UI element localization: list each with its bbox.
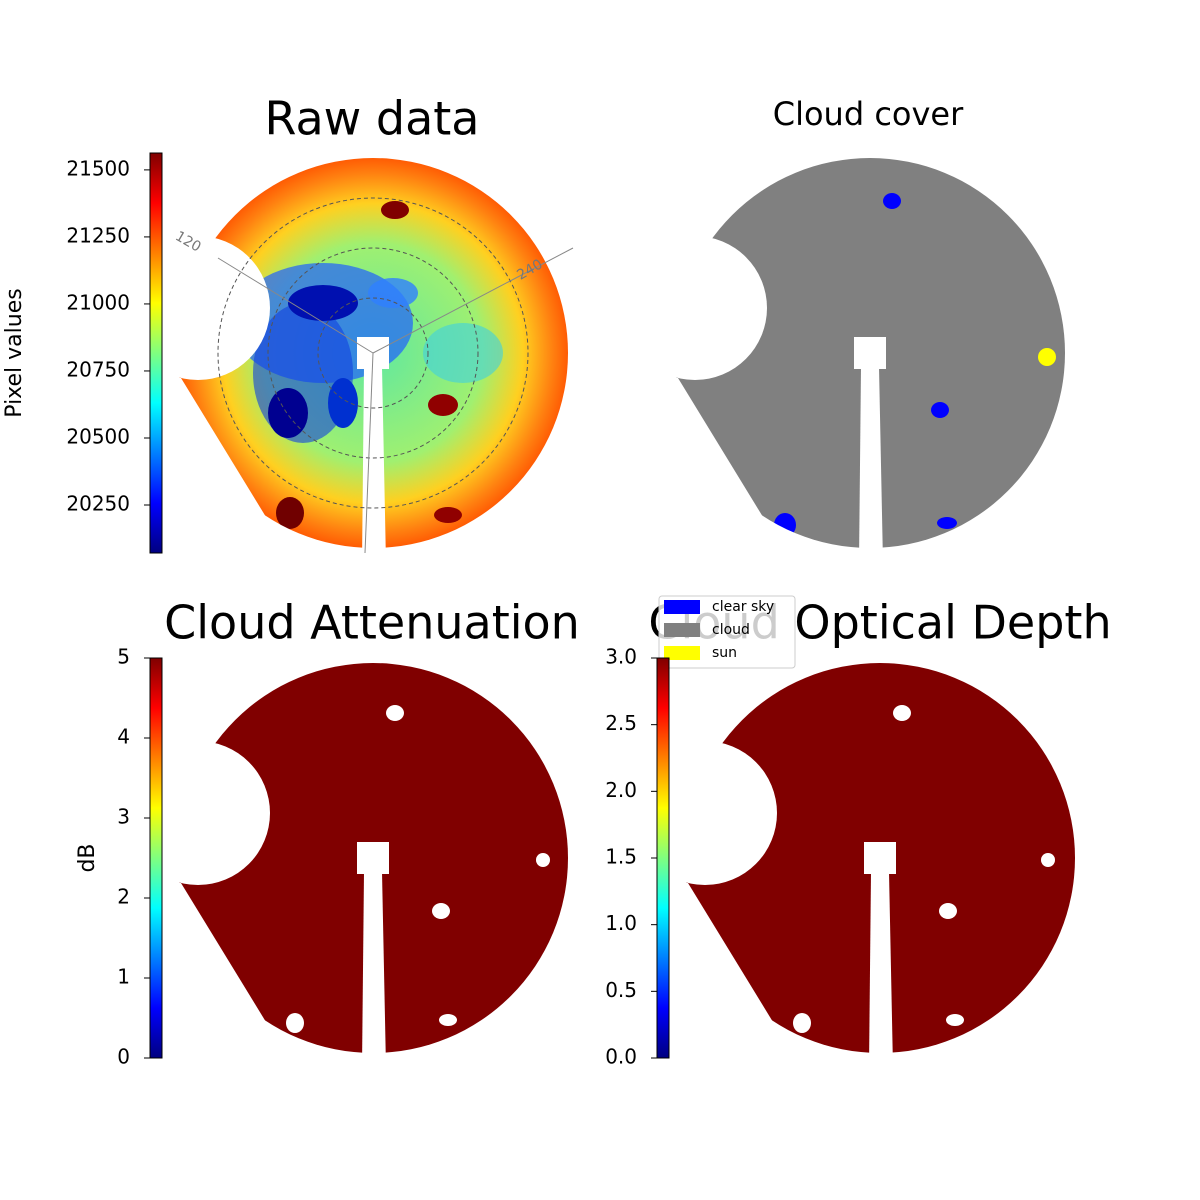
colorbar-tick-label: 0.5 [605,978,637,1002]
colorbar-tick-label: 21250 [66,223,130,247]
optical-depth-image [680,658,1080,1058]
colorbar-tick-label: 0 [117,1045,130,1069]
colorbar-label: Pixel values [2,288,27,417]
legend-label: cloud [712,622,750,638]
colorbar-tick-label: 4 [117,725,130,749]
colorbar-tick-label: 2.5 [605,711,637,735]
panel-title: Cloud cover [773,95,964,133]
colorbar-frame [149,152,163,554]
colorbar-tick-label: 21500 [66,156,130,180]
colorbar-tick-label: 3.0 [605,645,637,669]
colorbar-tick-label: 5 [117,645,130,669]
legend-swatch [664,646,700,660]
legend-label: clear sky [712,599,774,615]
colorbar [657,658,669,1058]
legend-swatch [664,600,700,614]
colorbar [150,658,162,1058]
panel-title: Cloud Attenuation [164,596,580,650]
colorbar-tick-label: 2 [117,885,130,909]
colorbar-tick-label: 20500 [66,424,130,448]
colorbar-tick-label: 3 [117,805,130,829]
colorbar-tick-label: 0.0 [605,1045,637,1069]
legend-swatch [664,623,700,637]
polar-label: 120 [172,228,203,255]
colorbar-tick-label: 21000 [66,290,130,314]
cloud-cover-image [670,153,1070,553]
colorbar-frame [149,657,163,1059]
legend-label: sun [712,645,737,661]
colorbar-tick-label: 1.5 [605,845,637,869]
colorbar [150,153,162,553]
colorbar-tick-label: 2.0 [605,778,637,802]
colorbar-label: dB [75,843,100,872]
attenuation-image [173,658,573,1058]
colorbar-tick-label: 1.0 [605,911,637,935]
raw-image [173,153,574,554]
panel-title: Raw data [265,92,480,146]
colorbar-tick-label: 20250 [66,492,130,516]
colorbar-tick-label: 1 [117,965,130,989]
colorbar-tick-label: 20750 [66,357,130,381]
